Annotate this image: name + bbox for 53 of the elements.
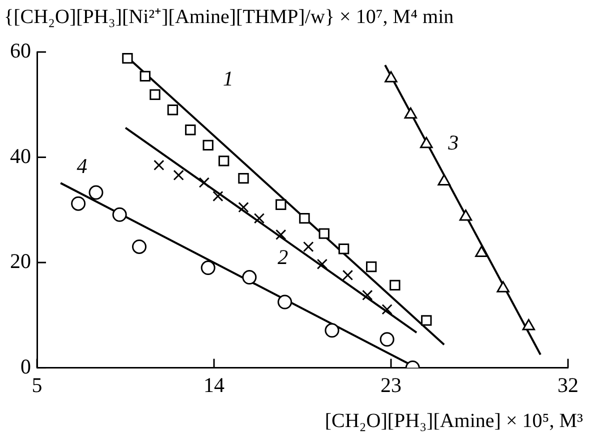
point [380,332,394,347]
point [154,160,164,171]
point [200,260,216,276]
point [390,280,400,291]
point [185,124,196,136]
point [342,270,354,281]
x-tick-label: 32 [558,372,578,397]
point [366,261,377,272]
series-label: 4 [76,154,88,178]
point [254,212,265,224]
point [324,323,340,338]
point [303,241,314,252]
point [276,199,286,210]
point [276,229,286,240]
point [112,207,127,222]
point [318,228,330,239]
point [167,104,178,116]
point [299,212,310,224]
y-tick-label: 0 [20,354,31,378]
series-label: 2 [278,245,289,270]
point [71,196,86,211]
x-tick-label: 23 [380,372,402,397]
x-tick-label: 5 [32,372,42,397]
x-tick-label: 14 [204,372,225,397]
text: 1 [222,66,234,91]
point [132,239,147,254]
y-tick-label: 20 [10,249,31,274]
point [88,185,104,200]
y-axis-title: {[CH₂O][PH₃][Ni²⁺][Amine][THMP]/w} × 10⁷, M⁴ min [4,5,454,29]
point [421,315,432,326]
series-label: 3 [447,130,459,155]
point [384,71,398,82]
point [140,70,151,82]
point [150,89,160,100]
point [382,304,392,315]
point [122,52,133,64]
point [173,170,184,181]
point [238,172,249,184]
point [316,258,328,270]
point [202,140,214,151]
point [362,290,373,301]
point [242,270,257,285]
point [238,202,249,213]
y-tick-label: 40 [10,144,31,168]
point [212,190,224,202]
point [420,136,433,148]
x-axis-title: [CH₂O][PH₃][Amine] × 10⁵, M³ [324,410,583,433]
point [198,177,210,188]
point [218,156,230,166]
point [404,107,418,119]
point [338,244,350,254]
point [278,294,292,310]
y-tick-label: 60 [10,38,31,63]
